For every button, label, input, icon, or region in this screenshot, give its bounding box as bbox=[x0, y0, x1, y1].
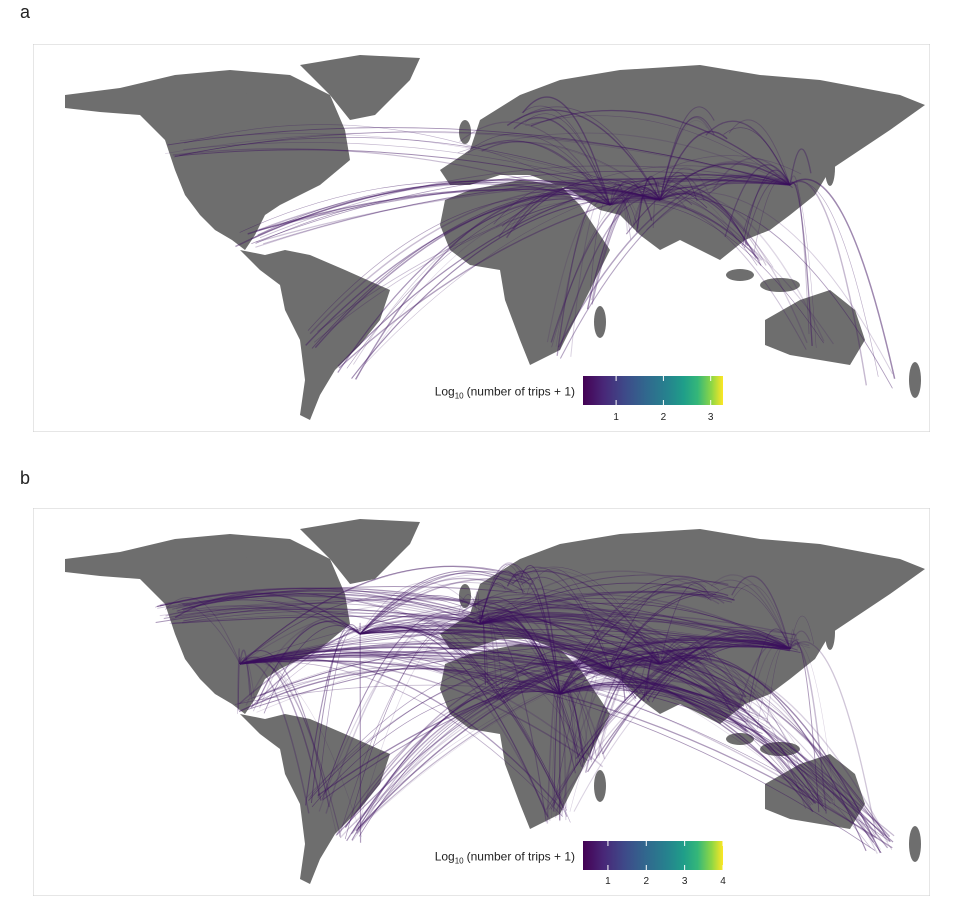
legend-title-part: Log bbox=[435, 385, 455, 399]
colorbar bbox=[583, 376, 723, 405]
tick-label: 1 bbox=[613, 412, 619, 423]
legend-title: Log10(number of trips + 1) bbox=[435, 385, 575, 401]
legend-title-part: Log bbox=[435, 850, 455, 864]
tick-label: 2 bbox=[644, 876, 650, 887]
tick-label: 2 bbox=[661, 412, 667, 423]
legend-title-part: (number of trips + 1) bbox=[467, 385, 575, 399]
tick-label: 1 bbox=[605, 876, 611, 887]
panel-label: a bbox=[20, 2, 31, 22]
legend-title-part: (number of trips + 1) bbox=[467, 850, 575, 864]
legend-title-part: 10 bbox=[455, 857, 464, 866]
legend-title-part: 10 bbox=[455, 392, 464, 401]
legend-title: Log10(number of trips + 1) bbox=[435, 850, 575, 866]
map bbox=[33, 44, 930, 432]
tick-label: 3 bbox=[682, 876, 688, 887]
colorbar bbox=[583, 841, 723, 870]
tick-label: 3 bbox=[708, 412, 714, 423]
tick-label: 4 bbox=[720, 876, 726, 887]
panel-label: b bbox=[20, 468, 30, 488]
